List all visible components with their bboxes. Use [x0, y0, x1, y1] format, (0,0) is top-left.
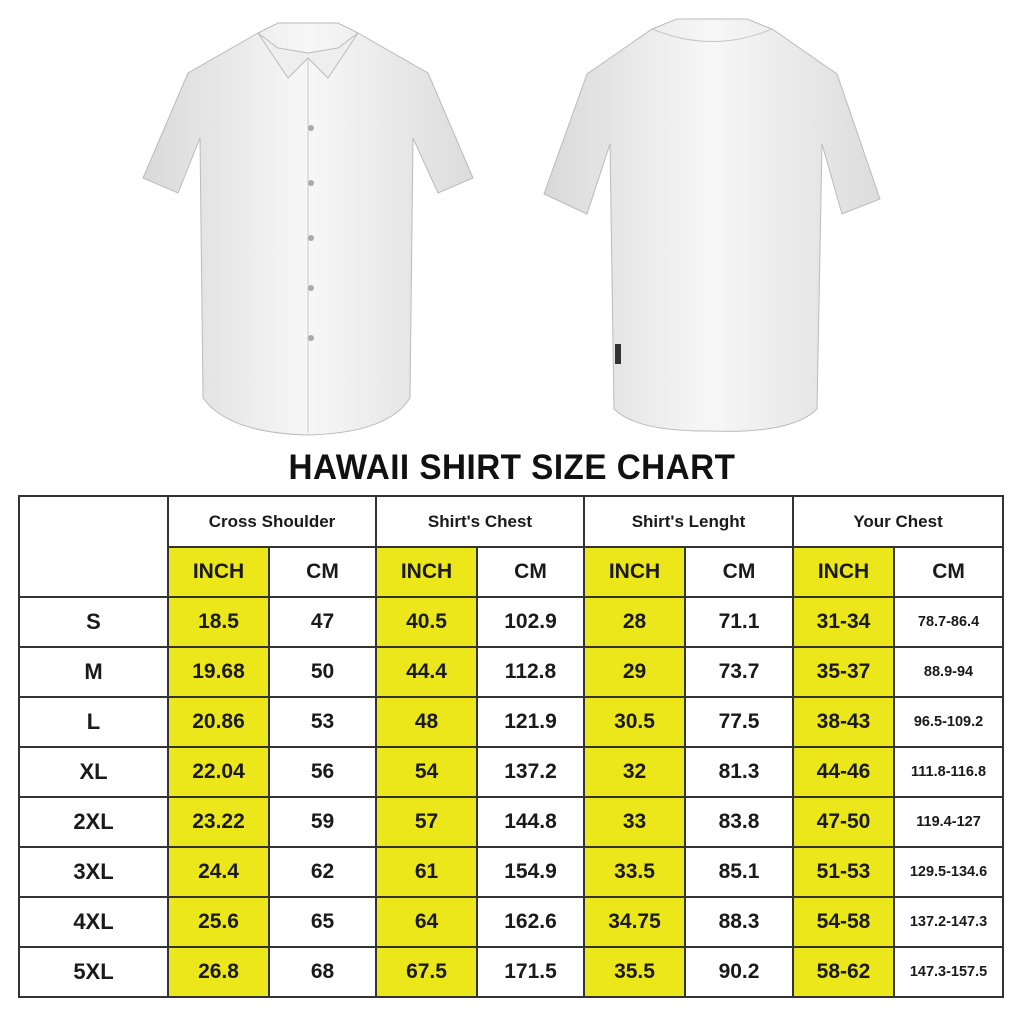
measurement-cell: 65 — [268, 896, 377, 948]
table-row: 2XL 23.22 59 57 144.8 33 83.8 47-50 119.4-127 — [18, 796, 1005, 848]
measurement-cell: 81.3 — [683, 746, 795, 798]
measurement-cell: 57 — [375, 796, 478, 848]
measurement-cell: 18.5 — [167, 596, 270, 648]
corner-cell — [18, 495, 169, 598]
size-label: XL — [18, 746, 169, 798]
measurement-cell: 112.8 — [476, 646, 585, 698]
measurement-cell: 83.8 — [683, 796, 795, 848]
measurement-cell: 67.5 — [375, 946, 478, 998]
measurement-cell: 22.04 — [167, 746, 270, 798]
measurement-cell: 119.4-127 — [893, 796, 1005, 848]
measurement-cell: 64 — [375, 896, 478, 948]
measurement-cell: 19.68 — [167, 646, 270, 698]
table-row: S 18.5 47 40.5 102.9 28 71.1 31-34 78.7-86.4 — [18, 596, 1005, 648]
measurement-cell: 47-50 — [792, 796, 896, 848]
table-row: M 19.68 50 44.4 112.8 29 73.7 35-37 88.9-94 — [18, 646, 1005, 698]
measurement-cell: 144.8 — [476, 796, 585, 848]
measurement-cell: 33 — [583, 796, 686, 848]
measurement-cell: 38-43 — [792, 696, 896, 748]
measurement-cell: 137.2 — [476, 746, 585, 798]
measurement-cell: 54 — [375, 746, 478, 798]
measurement-cell: 31-34 — [792, 596, 896, 648]
measurement-cell: 59 — [268, 796, 377, 848]
unit-header-inch: INCH — [583, 546, 686, 598]
measurement-cell: 88.3 — [683, 896, 795, 948]
size-chart-table: Cross Shoulder Shirt's Chest Shirt's Len… — [18, 495, 1005, 998]
table-row: L 20.86 53 48 121.9 30.5 77.5 38-43 96.5-109.2 — [18, 696, 1005, 748]
measurement-cell: 78.7-86.4 — [893, 596, 1005, 648]
unit-header-cm: CM — [683, 546, 795, 598]
measurement-cell: 162.6 — [476, 896, 585, 948]
measurement-cell: 85.1 — [683, 846, 795, 898]
size-label: M — [18, 646, 169, 698]
group-shirts-length: Shirt's Lenght — [582, 495, 795, 548]
measurement-cell: 20.86 — [167, 696, 270, 748]
measurement-cell: 61 — [375, 846, 478, 898]
measurement-cell: 77.5 — [683, 696, 795, 748]
measurement-cell: 56 — [268, 746, 377, 798]
shirt-front-image — [142, 22, 474, 436]
measurement-cell: 171.5 — [476, 946, 585, 998]
measurement-cell: 30.5 — [583, 696, 686, 748]
table-row: 3XL 24.4 62 61 154.9 33.5 85.1 51-53 129.5-134.6 — [18, 846, 1005, 898]
group-your-chest: Your Chest — [792, 495, 1005, 548]
unit-header-cm: CM — [893, 546, 1005, 598]
measurement-cell: 111.8-116.8 — [893, 746, 1005, 798]
measurement-cell: 121.9 — [476, 696, 585, 748]
measurement-cell: 35-37 — [792, 646, 896, 698]
measurement-cell: 102.9 — [476, 596, 585, 648]
measurement-cell: 68 — [268, 946, 377, 998]
measurement-cell: 90.2 — [683, 946, 795, 998]
measurement-cell: 54-58 — [792, 896, 896, 948]
size-label: 3XL — [18, 846, 169, 898]
chart-title: HAWAII SHIRT SIZE CHART — [288, 448, 736, 487]
measurement-cell: 26.8 — [167, 946, 270, 998]
measurement-cell: 73.7 — [683, 646, 795, 698]
unit-header-cm: CM — [268, 546, 377, 598]
group-header-row: Cross Shoulder Shirt's Chest Shirt's Len… — [18, 495, 1005, 598]
measurement-cell: 96.5-109.2 — [893, 696, 1005, 748]
measurement-cell: 44.4 — [375, 646, 478, 698]
measurement-cell: 53 — [268, 696, 377, 748]
measurement-cell: 129.5-134.6 — [893, 846, 1005, 898]
table-row: XL 22.04 56 54 137.2 32 81.3 44-46 111.8-116.8 — [18, 746, 1005, 798]
size-label: 4XL — [18, 896, 169, 948]
measurement-cell: 147.3-157.5 — [893, 946, 1005, 998]
measurement-cell: 48 — [375, 696, 478, 748]
size-label: 5XL — [18, 946, 169, 998]
measurement-cell: 44-46 — [792, 746, 896, 798]
measurement-cell: 23.22 — [167, 796, 270, 848]
table-row: 5XL 26.8 68 67.5 171.5 35.5 90.2 58-62 147.3-157… — [18, 946, 1005, 998]
size-label: S — [18, 596, 169, 648]
measurement-cell: 29 — [583, 646, 686, 698]
measurement-cell: 32 — [583, 746, 686, 798]
unit-header-inch: INCH — [792, 546, 896, 598]
measurement-cell: 58-62 — [792, 946, 896, 998]
group-shirts-chest: Shirt's Chest — [375, 495, 585, 548]
unit-header-inch: INCH — [375, 546, 478, 598]
group-cross-shoulder: Cross Shoulder — [167, 495, 377, 548]
measurement-cell: 35.5 — [583, 946, 686, 998]
measurement-cell: 62 — [268, 846, 377, 898]
shirt-back-image — [543, 18, 881, 432]
measurement-cell: 88.9-94 — [893, 646, 1005, 698]
measurement-cell: 71.1 — [683, 596, 795, 648]
measurement-cell: 51-53 — [792, 846, 896, 898]
measurement-cell: 25.6 — [167, 896, 270, 948]
measurement-cell: 40.5 — [375, 596, 478, 648]
measurement-cell: 24.4 — [167, 846, 270, 898]
measurement-cell: 33.5 — [583, 846, 686, 898]
unit-header-cm: CM — [476, 546, 585, 598]
measurement-cell: 47 — [268, 596, 377, 648]
measurement-cell: 50 — [268, 646, 377, 698]
measurement-cell: 137.2-147.3 — [893, 896, 1005, 948]
size-label: L — [18, 696, 169, 748]
measurement-cell: 34.75 — [583, 896, 686, 948]
unit-header-inch: INCH — [167, 546, 270, 598]
measurement-cell: 154.9 — [476, 846, 585, 898]
table-row: 4XL 25.6 65 64 162.6 34.75 88.3 54-58 137.2-147.… — [18, 896, 1005, 948]
unit-header-row: INCH CM INCH CM INCH CM INCH CM — [19, 546, 1005, 598]
measurement-cell: 28 — [583, 596, 686, 648]
size-label: 2XL — [18, 796, 169, 848]
